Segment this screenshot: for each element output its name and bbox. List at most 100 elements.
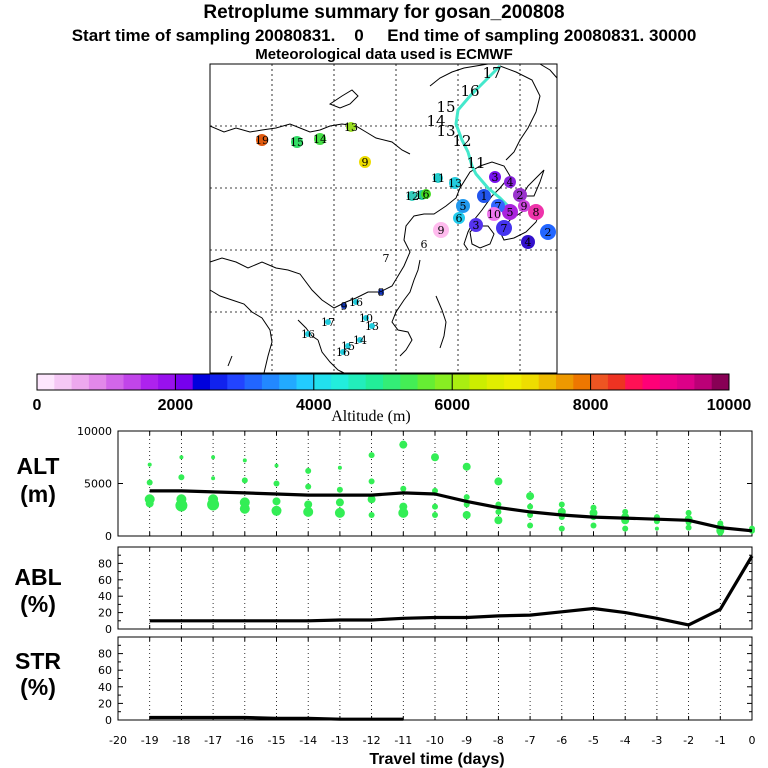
panel-abl: 80 60 40 20 0 ABL(%): [14, 546, 754, 636]
scatter-point: [527, 522, 534, 529]
scatter-point: [558, 525, 565, 532]
scatter-point: [685, 509, 692, 516]
scatter-point: [241, 477, 248, 484]
colorbar-swatch: [556, 374, 574, 390]
scatter-point: [337, 465, 342, 470]
y-tick-label: 80: [98, 557, 112, 570]
map-point-marker: [346, 122, 356, 132]
scatter-point: [526, 492, 535, 501]
x-axis-label: Travel time (days): [369, 751, 504, 768]
map-point-label: 6: [456, 212, 463, 225]
x-tick-label: -15: [268, 734, 286, 747]
x-tick-label: -9: [461, 734, 472, 747]
scatter-point: [145, 499, 154, 508]
colorbar-swatch: [400, 374, 419, 390]
scatter-point: [178, 474, 185, 481]
map-point-marker: [433, 173, 443, 183]
scatter-point: [368, 512, 375, 518]
map-point-marker: [456, 199, 470, 213]
map-point-label: 4: [525, 236, 532, 249]
y-tick-label: 40: [98, 681, 112, 694]
chart-title: Retroplume summary for gosan_200808: [203, 2, 565, 23]
colorbar-tick-label: 2000: [158, 397, 194, 414]
map-point-marker: [305, 331, 311, 337]
map-point-label: 16: [336, 346, 350, 359]
scatter-point: [463, 494, 470, 501]
colorbar-swatch: [261, 374, 280, 390]
map-point-marker: [407, 191, 417, 201]
panel-unit: (%): [20, 591, 56, 617]
x-tick-label: -11: [394, 734, 412, 747]
map-point-label: 13: [365, 320, 379, 333]
colorbar-swatch: [71, 374, 90, 390]
colorbar-swatch: [88, 374, 107, 390]
map-point-marker: [378, 289, 384, 295]
x-tick-label: -13: [331, 734, 349, 747]
map-point-label: 7: [501, 222, 508, 235]
map-point-marker: [345, 343, 351, 349]
colorbar-frame: [36, 373, 730, 391]
map-point-label: 13: [344, 121, 358, 134]
track-day-label: 16: [460, 82, 479, 100]
colorbar-swatch: [313, 374, 332, 390]
track-day-label: 13: [436, 122, 455, 140]
scatter-point: [179, 455, 184, 460]
x-tick-label: -6: [556, 734, 567, 747]
panel-alt: 10000 5000 0 ALT(m): [16, 425, 755, 543]
y-tick-label: 60: [98, 574, 112, 587]
y-tick-label: 20: [98, 697, 112, 710]
track-day-label: 14: [426, 112, 445, 130]
scatter-point: [175, 499, 188, 512]
scatter-point: [303, 506, 314, 517]
scatter-point: [336, 486, 343, 493]
y-tick-label: 0: [105, 714, 112, 727]
colorbar-swatch: [54, 374, 73, 390]
colorbar-tick-labels: 0 2000 4000 6000 8000 10000: [33, 397, 752, 414]
scatter-point: [146, 479, 153, 486]
scatter-point: [494, 516, 503, 525]
x-tick-label: -16: [236, 734, 254, 747]
map-point-label: 5: [507, 206, 514, 219]
map-point-marker: [504, 176, 516, 188]
panel-label: ABL: [14, 564, 61, 590]
map-point-marker: [449, 177, 461, 189]
map-point-marker: [540, 224, 556, 240]
map-point-label: 6: [423, 188, 430, 201]
colorbar-tick-label: 0: [33, 397, 42, 414]
y-tick-label: 0: [105, 623, 112, 636]
scatter-point: [305, 483, 312, 490]
map-point-label: 5: [460, 200, 467, 213]
track-day-label: 11: [466, 154, 485, 172]
colorbar-swatch: [469, 374, 488, 390]
map-frame: [209, 63, 558, 374]
scatter-point: [432, 503, 438, 510]
map-point-marker: [353, 299, 359, 305]
map-point-marker: [502, 204, 518, 220]
map-point-label: 2: [517, 189, 524, 202]
map-point-label: 16: [301, 328, 315, 341]
scatter-point: [399, 440, 408, 449]
scatter-point: [368, 478, 375, 485]
map-point-label: 9: [438, 224, 445, 237]
series-line: [149, 715, 404, 721]
map-point-marker: [489, 171, 501, 183]
colorbar-swatch: [538, 374, 557, 390]
map-point-marker: [314, 133, 326, 145]
map-point-marker: [291, 136, 303, 148]
y-tick-label: 60: [98, 664, 112, 677]
colorbar-swatch: [504, 374, 522, 390]
map-point-marker: [363, 315, 369, 321]
panel-unit: (m): [20, 481, 56, 507]
y-tick-label: 0: [105, 530, 112, 543]
map-point-label: 8: [533, 206, 540, 219]
colorbar-swatch: [590, 374, 609, 390]
colorbar-swatch: [279, 374, 297, 390]
y-tick-label: 10000: [77, 425, 112, 438]
map-point-marker: [477, 189, 491, 203]
map-point-marker: [453, 212, 465, 224]
colorbar-swatch: [331, 374, 349, 390]
scatter-point: [304, 500, 313, 509]
scatter-point: [334, 507, 345, 518]
map-point-marker: [359, 156, 371, 168]
